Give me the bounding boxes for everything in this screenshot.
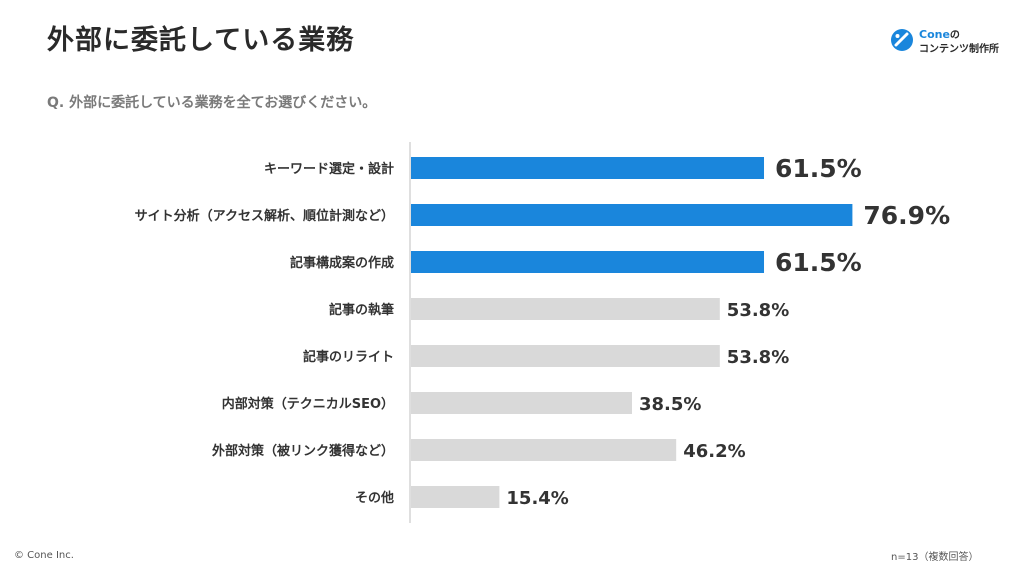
value-label: 53.8% (727, 300, 789, 321)
bar-chart: キーワード選定・設計 61.5% サイト分析（アクセス解析、順位計測など） 76.9%… (135, 142, 950, 523)
value-label: 15.4% (506, 488, 568, 509)
category-label: その他 (355, 490, 394, 506)
value-label: 38.5% (639, 394, 701, 415)
value-label: 76.9% (863, 201, 950, 230)
brand-logo: Coneの コンテンツ制作所 (890, 22, 1010, 58)
category-label: サイト分析（アクセス解析、順位計測など） (135, 208, 394, 224)
bar (411, 392, 632, 414)
logo-subtitle: コンテンツ制作所 (919, 44, 999, 55)
value-label: 53.8% (727, 347, 789, 368)
copyright-text: © Cone Inc. (14, 550, 74, 561)
question-text: Q. 外部に委託している業務を全てお選びください。 (47, 95, 377, 111)
bar (411, 345, 720, 367)
logo-brand-text: Cone (919, 28, 950, 41)
page-title: 外部に委託している業務 (47, 25, 355, 56)
bar (411, 298, 720, 320)
category-label: 記事の執筆 (329, 302, 394, 318)
logo-no-text: の (949, 30, 960, 41)
cone-logo-icon (891, 29, 913, 51)
category-label: 外部対策（被リンク獲得など） (211, 443, 394, 459)
bar (411, 486, 500, 508)
category-label: 内部対策（テクニカルSEO） (222, 396, 394, 412)
bar (411, 439, 677, 461)
value-label: 46.2% (683, 441, 745, 462)
bar (411, 157, 765, 179)
bar (411, 204, 853, 226)
category-label: 記事構成案の作成 (290, 255, 394, 271)
category-label: 記事のリライト (303, 349, 394, 365)
category-label: キーワード選定・設計 (264, 161, 394, 177)
value-label: 61.5% (775, 248, 862, 277)
bar (411, 251, 765, 273)
sample-note: n=13（複数回答） (891, 552, 979, 563)
value-label: 61.5% (775, 154, 862, 183)
